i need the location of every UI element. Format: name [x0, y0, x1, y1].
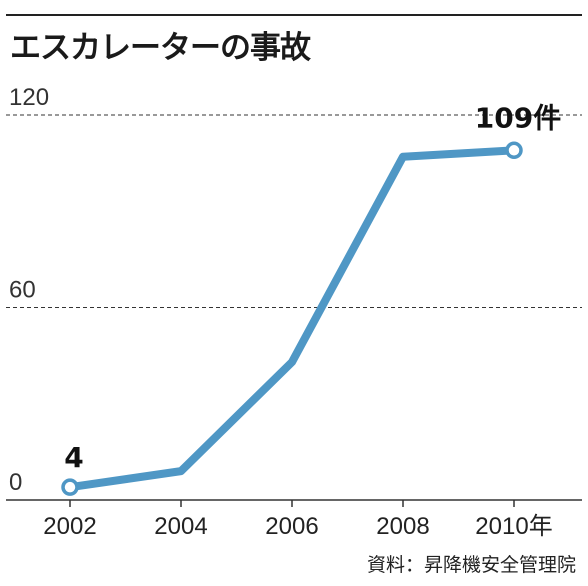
y-tick-labels: 0 60 120: [9, 84, 49, 496]
y-tick-label: 60: [9, 277, 36, 304]
x-tick-label: 2004: [154, 513, 207, 540]
series-line-path: [66, 146, 518, 492]
x-axis: [6, 499, 582, 507]
data-label: 4: [64, 441, 83, 474]
x-tick-labels: 2002 2004 2006 2008 2010年: [43, 513, 552, 540]
data-label: 109件: [475, 101, 561, 134]
x-tick-label: 2002: [43, 513, 96, 540]
data-point-marker: [505, 141, 523, 160]
gridlines: [6, 114, 582, 308]
x-tick-label: 2006: [265, 513, 318, 540]
top-rule: [6, 14, 582, 16]
source-note: 資料：昇降機安全管理院: [366, 554, 576, 576]
chart-title: エスカレーターの事故: [10, 30, 311, 66]
data-markers: [61, 141, 523, 496]
x-tick-label: 2010年: [475, 513, 552, 540]
data-labels: 4 109件: [64, 101, 561, 474]
x-tick-label: 2008: [376, 513, 429, 540]
data-point-marker: [61, 478, 79, 496]
y-tick-label: 120: [9, 84, 49, 111]
y-tick-label: 0: [9, 469, 22, 496]
series-line: [66, 146, 518, 492]
